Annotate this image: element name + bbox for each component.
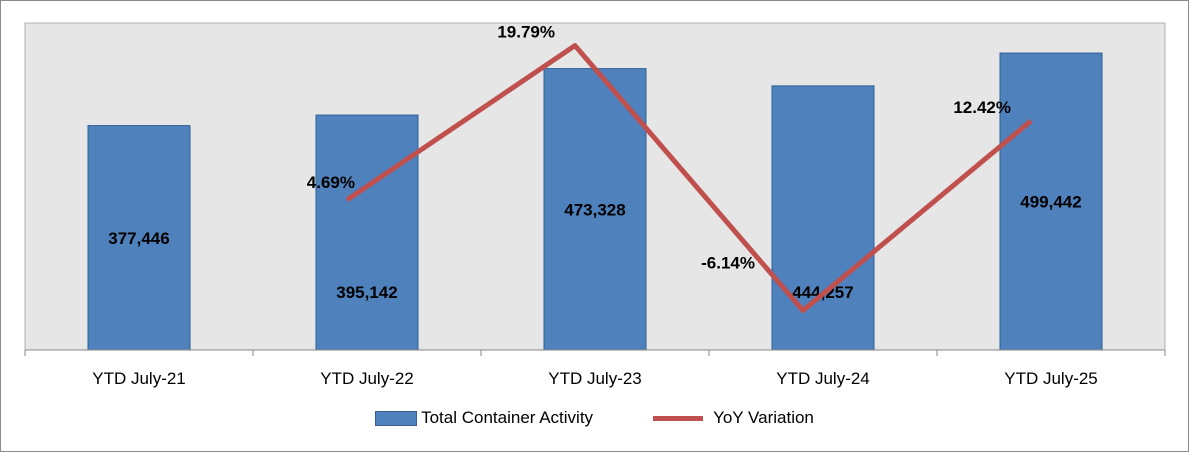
legend: Total Container Activity YoY Variation — [1, 408, 1188, 428]
legend-swatch-line — [653, 415, 704, 421]
bar-value-label: 377,446 — [108, 229, 169, 248]
bar — [87, 125, 191, 351]
yoy-value-label: 12.42% — [953, 98, 1011, 117]
legend-swatch-bar — [375, 410, 418, 426]
bar-value-label: 395,142 — [336, 283, 397, 302]
legend-item-bars: Total Container Activity — [375, 408, 593, 428]
x-tick-label: YTD July-24 — [776, 369, 870, 388]
x-tick-label: YTD July-21 — [92, 369, 186, 388]
yoy-variation-line — [345, 43, 1033, 314]
legend-item-line: YoY Variation — [653, 408, 814, 428]
legend-label-bars: Total Container Activity — [421, 408, 594, 427]
yoy-value-label: 4.69% — [307, 173, 355, 192]
bar — [771, 85, 875, 351]
legend-label-line: YoY Variation — [713, 408, 814, 427]
bar — [999, 52, 1103, 351]
yoy-value-label: 19.79% — [497, 23, 555, 42]
x-tick-label: YTD July-25 — [1004, 369, 1098, 388]
bar-value-label: 473,328 — [564, 200, 625, 219]
x-tick-label: YTD July-22 — [320, 369, 414, 388]
bar — [315, 114, 419, 351]
yoy-value-label: -6.14% — [701, 254, 755, 273]
x-tick-label: YTD July-23 — [548, 369, 642, 388]
bar-value-label: 499,442 — [1020, 193, 1081, 212]
